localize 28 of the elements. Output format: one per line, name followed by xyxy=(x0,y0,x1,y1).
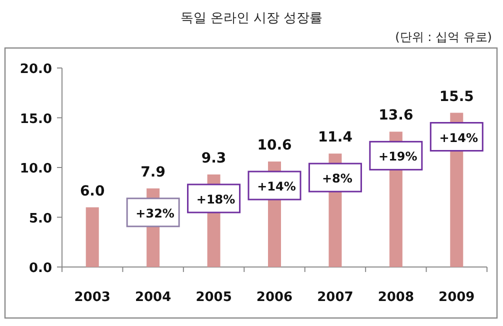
annotation: +32% xyxy=(136,206,174,220)
x-tick-label: 2008 xyxy=(378,290,414,305)
data-label: 13.6 xyxy=(378,108,414,124)
annotation: +8% xyxy=(322,172,352,186)
y-tick-label: 20.0 xyxy=(20,62,52,77)
annotation: +18% xyxy=(196,192,236,206)
chart-title: 독일 온라인 시장 성장률 xyxy=(180,11,323,26)
annotation: +14% xyxy=(257,180,296,194)
data-label: 7.9 xyxy=(140,164,166,180)
x-tick-label: 2003 xyxy=(74,290,110,305)
data-label: 6.0 xyxy=(80,183,106,200)
x-tick-label: 2006 xyxy=(256,290,293,305)
y-tick-label: 10.0 xyxy=(20,162,52,176)
x-tick-label: 2009 xyxy=(438,290,475,305)
y-tick-label: 0.0 xyxy=(28,261,52,276)
annotation: +14% xyxy=(439,130,478,145)
x-tick-label: 2004 xyxy=(134,290,172,305)
x-tick-label: 2007 xyxy=(317,290,354,305)
annotation: +19% xyxy=(378,150,418,164)
data-label: 9.3 xyxy=(201,150,226,166)
y-tick-label: 15.0 xyxy=(20,112,52,127)
x-tick-label: 2005 xyxy=(196,290,232,305)
data-label: 11.4 xyxy=(318,130,353,146)
chart-subtitle: (단위 : 십억 유로) xyxy=(395,30,492,44)
y-tick-label: 5.0 xyxy=(28,211,52,226)
data-label: 10.6 xyxy=(257,138,292,154)
data-label: 15.5 xyxy=(439,88,474,105)
bar xyxy=(86,207,99,267)
